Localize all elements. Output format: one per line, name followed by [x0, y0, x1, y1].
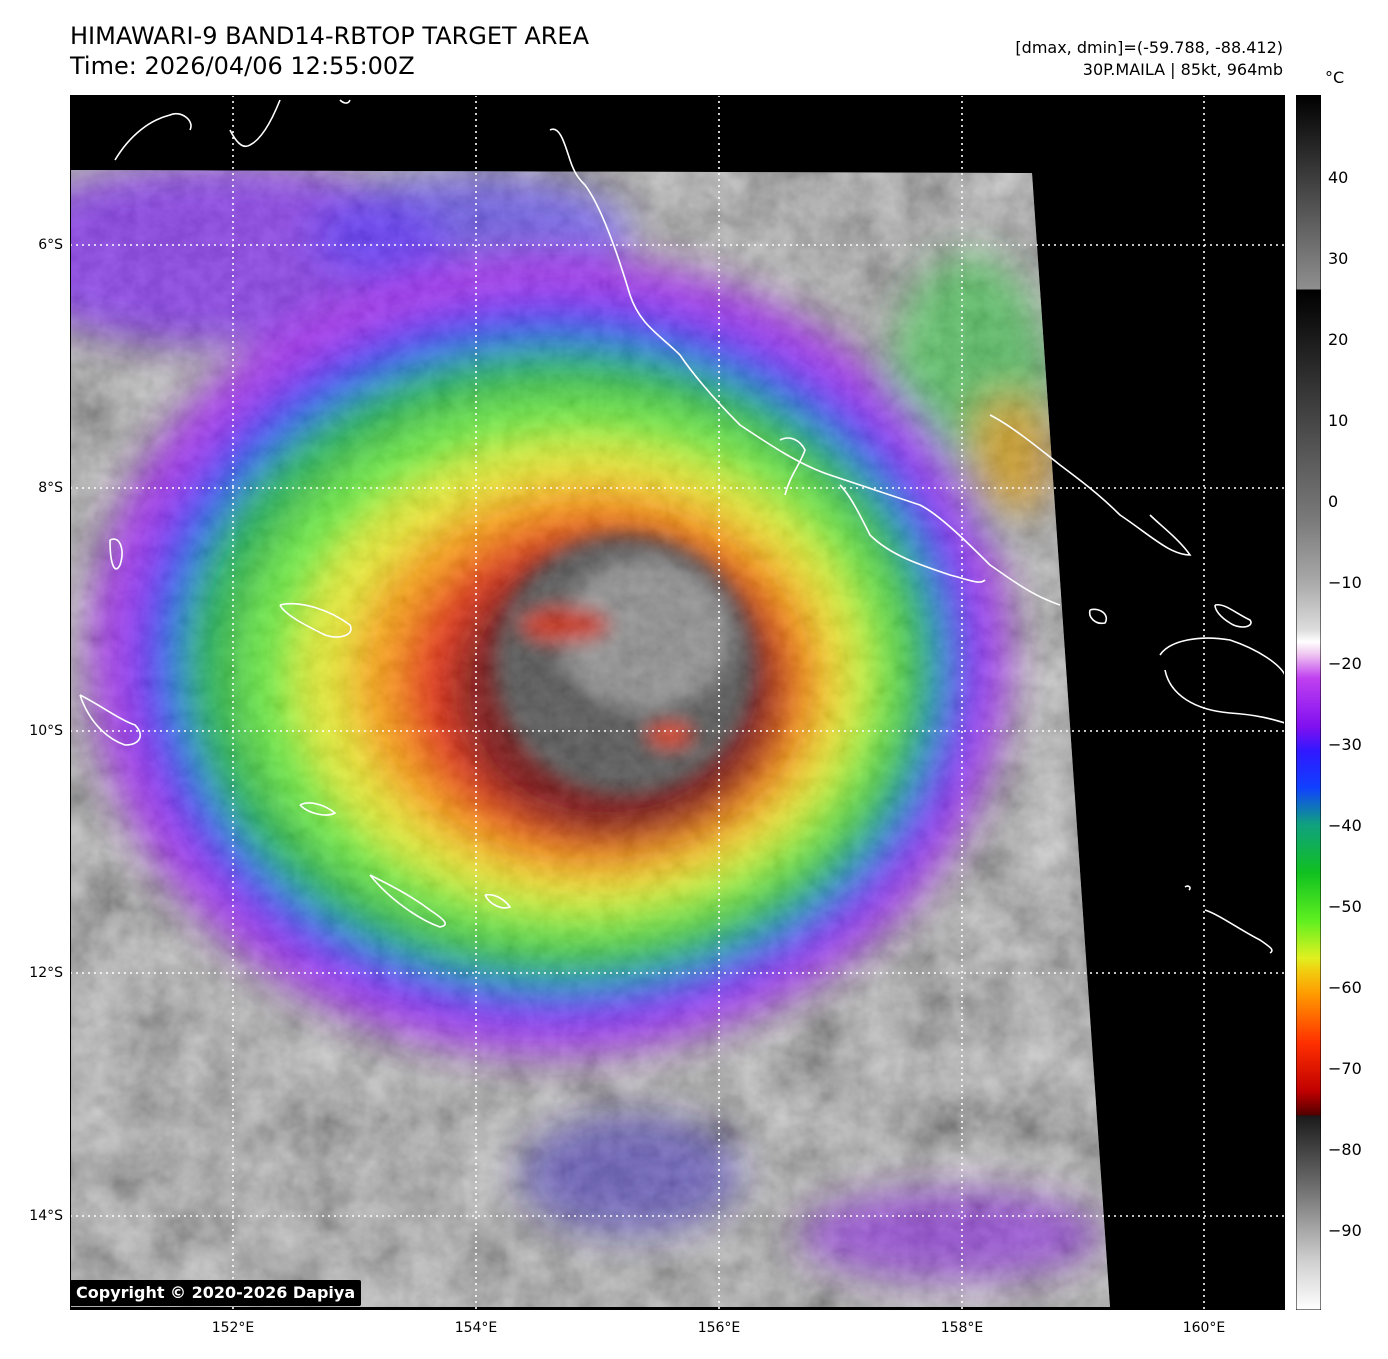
- map-title: HIMAWARI-9 BAND14-RBTOP TARGET AREA: [70, 22, 590, 50]
- ir-imagery: [70, 170, 1110, 1307]
- colorbar-tick-label: 30: [1328, 249, 1349, 268]
- storm-info: 30P.MAILA | 85kt, 964mb: [1082, 60, 1283, 79]
- colorbar-tick-label: −70: [1328, 1059, 1362, 1078]
- colorbar-tick-label: 20: [1328, 330, 1349, 349]
- coastlines: [79, 99, 1285, 954]
- dmax-dmin-readout: [dmax, dmin]=(-59.788, -88.412): [1015, 38, 1283, 57]
- colorbar-tick-label: −90: [1328, 1221, 1362, 1240]
- colorbar-tick-label: −30: [1328, 735, 1362, 754]
- satellite-map: [70, 95, 1285, 1310]
- colorbar-tick-label: −20: [1328, 654, 1362, 673]
- colorbar-tick-label: 0: [1328, 492, 1339, 511]
- lon-label: 158°E: [940, 1320, 984, 1336]
- lon-label: 152°E: [211, 1320, 255, 1336]
- colorbar-unit: °C: [1325, 68, 1345, 87]
- graticule: [70, 95, 1285, 1310]
- lon-label: 156°E: [697, 1320, 741, 1336]
- lon-label: 160°E: [1182, 1320, 1226, 1336]
- colorbar-tick-label: 40: [1328, 168, 1349, 187]
- colorbar-tick-label: 10: [1328, 411, 1349, 430]
- map-time: Time: 2026/04/06 12:55:00Z: [70, 52, 415, 80]
- lat-label: 14°S: [29, 1208, 63, 1224]
- colorbar-tick-label: −50: [1328, 897, 1362, 916]
- lat-label: 6°S: [38, 237, 63, 253]
- colorbar-tick-label: −10: [1328, 573, 1362, 592]
- colorbar-tick-label: −80: [1328, 1140, 1362, 1159]
- lon-label: 154°E: [454, 1320, 498, 1336]
- colorbar-tick-label: −40: [1328, 816, 1362, 835]
- copyright-notice: Copyright © 2020-2026 Dapiya: [70, 1280, 362, 1306]
- colorbar: [1296, 95, 1321, 1310]
- lat-label: 10°S: [29, 723, 63, 739]
- lat-label: 12°S: [29, 965, 63, 981]
- colorbar-tick-label: −60: [1328, 978, 1362, 997]
- lat-label: 8°S: [38, 480, 63, 496]
